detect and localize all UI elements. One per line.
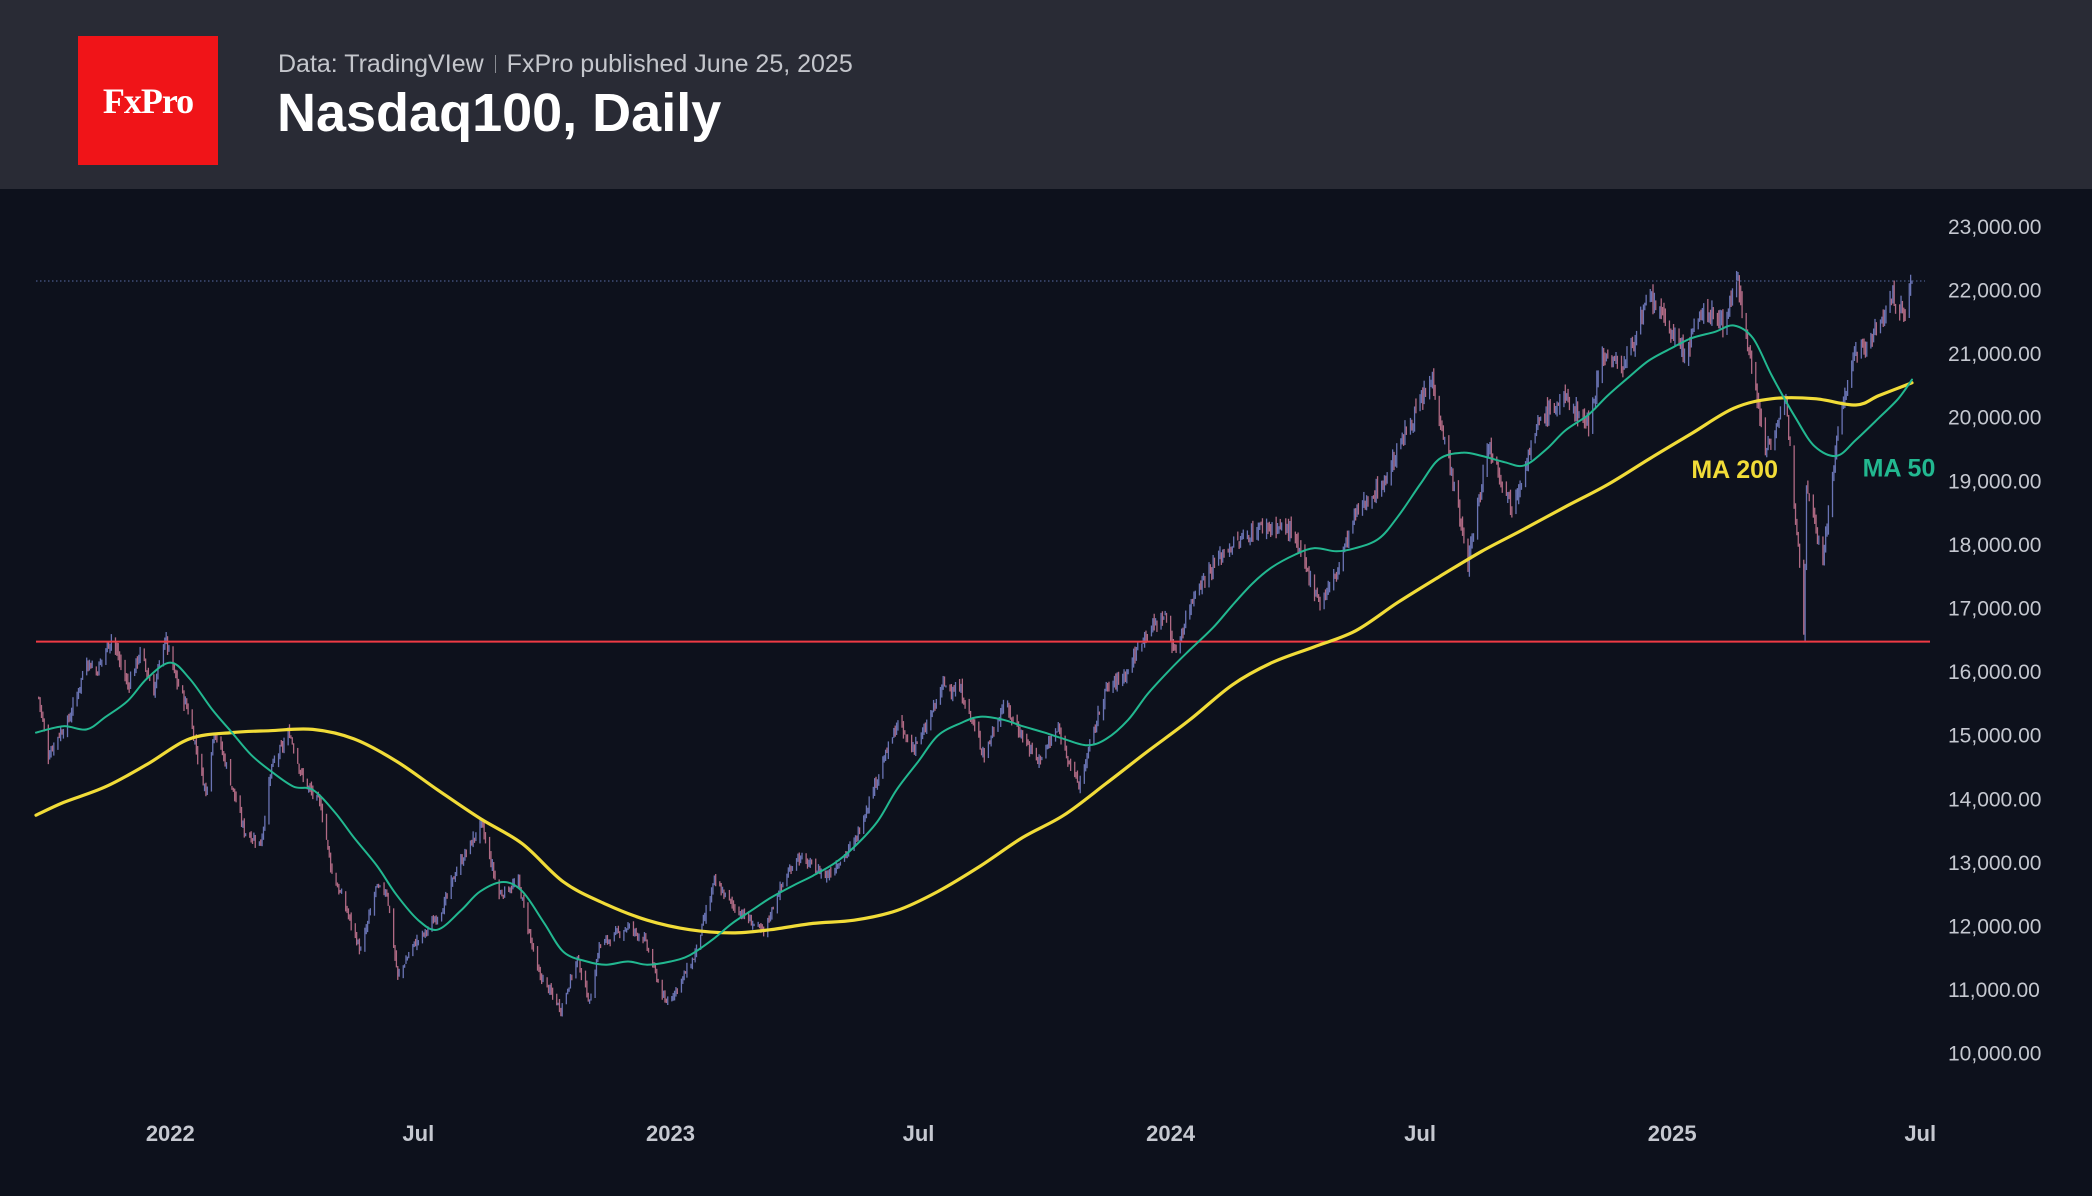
y-tick-label: 11,000.00 bbox=[1948, 979, 2040, 1002]
ma-200-line bbox=[34, 381, 1914, 935]
x-tick-label: Jul bbox=[1904, 1121, 1936, 1146]
x-tick-label: 2024 bbox=[1146, 1121, 1196, 1146]
source-line: Data: TradingVIew FxPro published June 2… bbox=[278, 48, 853, 80]
x-tick-label: 2023 bbox=[646, 1121, 695, 1146]
fxpro-logo: FxPro bbox=[78, 36, 218, 165]
x-tick-label: Jul bbox=[903, 1121, 935, 1146]
y-tick-label: 13,000.00 bbox=[1948, 852, 2041, 875]
y-tick-label: 19,000.00 bbox=[1948, 470, 2041, 493]
candles-layer bbox=[38, 270, 1913, 1017]
chart-header: FxPro Data: TradingVIew FxPro published … bbox=[0, 0, 2092, 189]
y-tick-label: 16,000.00 bbox=[1948, 661, 2041, 684]
ma-lines-layer bbox=[34, 324, 1914, 966]
logo-text: FxPro bbox=[102, 80, 194, 121]
y-tick-label: 15,000.00 bbox=[1948, 725, 2041, 748]
y-tick-label: 17,000.00 bbox=[1948, 598, 2041, 621]
y-tick-label: 22,000.00 bbox=[1948, 280, 2041, 303]
publish-info: FxPro published June 25, 2025 bbox=[506, 49, 853, 78]
chart-title: Nasdaq100, Daily bbox=[277, 83, 722, 143]
ma-50-line bbox=[35, 324, 1913, 966]
x-tick-label: 2025 bbox=[1648, 1121, 1697, 1146]
y-tick-label: 21,000.00 bbox=[1948, 343, 2041, 366]
x-tick-label: Jul bbox=[1404, 1121, 1436, 1146]
ma-50-label: MA 50 bbox=[1863, 454, 1936, 482]
y-tick-label: 20,000.00 bbox=[1948, 407, 2041, 430]
y-tick-label: 23,000.00 bbox=[1948, 216, 2041, 239]
levels-layer bbox=[36, 280, 1930, 643]
y-tick-label: 10,000.00 bbox=[1948, 1043, 2041, 1066]
y-tick-label: 18,000.00 bbox=[1948, 534, 2041, 557]
y-axis: 23,000.00 22,000.00 21,000.00 20,000.00 19,0… bbox=[1948, 216, 2041, 1066]
separator bbox=[494, 55, 496, 73]
price-chart: MA 200 MA 50 23,000.0022,000.0021,000.002… bbox=[34, 216, 2041, 1146]
data-source: Data: TradingVIew bbox=[278, 49, 484, 78]
x-tick-label: Jul bbox=[402, 1121, 434, 1146]
y-tick-label: 12,000.00 bbox=[1948, 916, 2041, 939]
y-tick-label: 14,000.00 bbox=[1948, 788, 2041, 811]
x-tick-label: 2022 bbox=[146, 1121, 195, 1146]
ma-200-label: MA 200 bbox=[1691, 456, 1778, 484]
annotation-layer: MA 200 MA 50 bbox=[1691, 454, 1935, 484]
x-axis: 2022 Jul 2023 Jul 2024 Jul 2025 Jul bbox=[146, 1121, 1936, 1146]
